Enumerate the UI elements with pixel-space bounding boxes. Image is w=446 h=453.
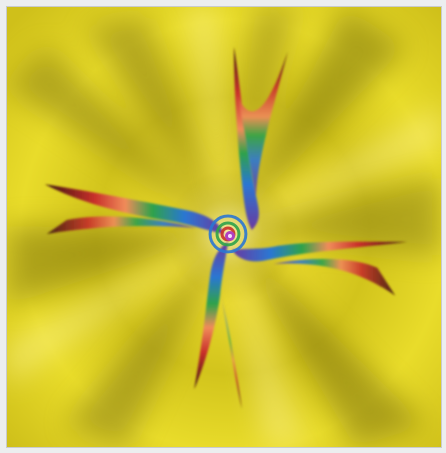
fractal-swirl-image — [7, 7, 441, 447]
fractal-artwork — [6, 6, 442, 448]
